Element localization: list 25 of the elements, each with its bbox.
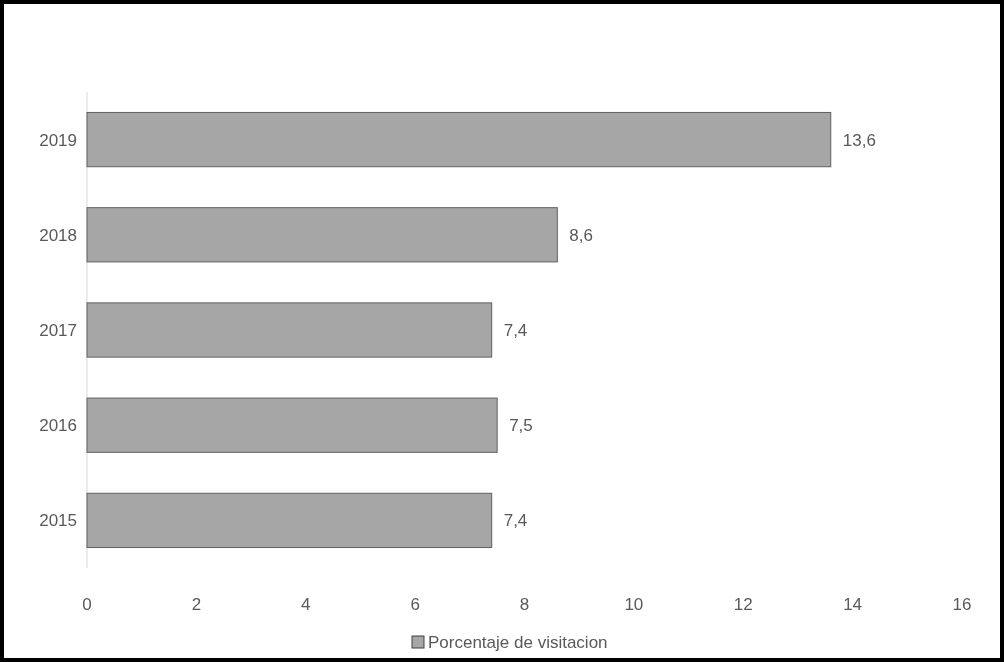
bar (86, 302, 493, 358)
bar (86, 492, 493, 549)
data-label: 7,4 (503, 320, 528, 340)
data-label: 7,5 (509, 416, 533, 436)
legend-label: Porcentaje de visitacion (428, 632, 608, 652)
x-tick-label: 8 (519, 594, 530, 614)
bar (86, 111, 832, 168)
y-tick-label: 2016 (39, 416, 77, 436)
x-tick-label: 16 (952, 594, 972, 614)
x-tick-label: 0 (82, 594, 92, 614)
y-tick-label: 2017 (39, 320, 77, 340)
y-tick-label: 2018 (39, 225, 77, 245)
x-tick-label: 6 (410, 594, 420, 614)
data-label: 7,4 (503, 511, 528, 531)
y-tick-label: 2019 (39, 130, 77, 150)
y-tick-label: 2015 (39, 511, 77, 531)
bar (86, 397, 498, 453)
data-label: 13,6 (842, 130, 876, 150)
x-tick-label: 10 (624, 594, 644, 614)
x-tick-label: 14 (843, 594, 863, 614)
bar (86, 207, 558, 263)
x-tick-label: 4 (301, 594, 311, 614)
x-tick-label: 12 (733, 594, 753, 614)
data-label: 8,6 (569, 225, 593, 245)
x-tick-label: 2 (191, 594, 202, 614)
